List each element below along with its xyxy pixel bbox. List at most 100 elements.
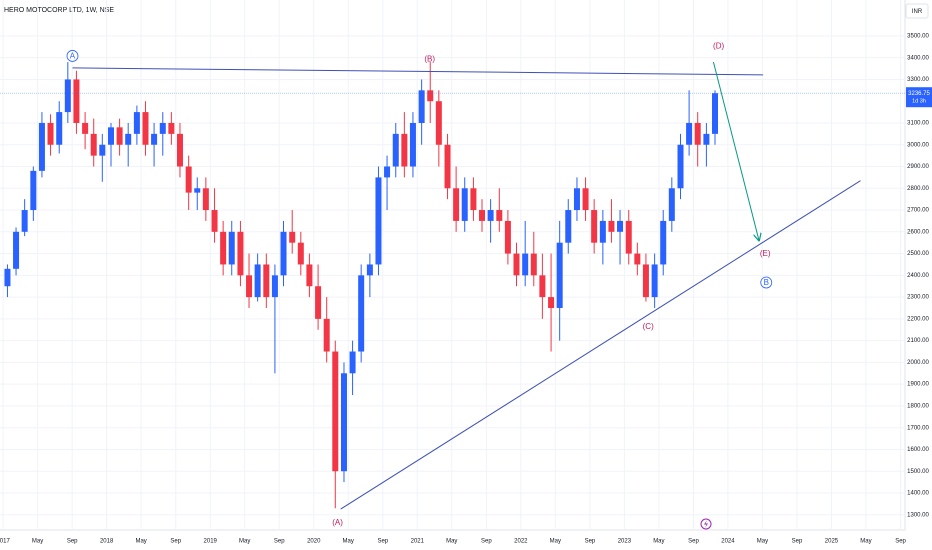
x-tick-label: 2023	[618, 539, 632, 545]
y-tick-label: 1300.00	[907, 512, 929, 518]
x-tick-label: Sep	[481, 539, 492, 545]
x-tick-label: May	[446, 539, 457, 545]
candle-body	[297, 242, 304, 265]
currency: INR	[912, 9, 923, 15]
candle-body	[470, 188, 477, 211]
x-tick-label: 2017	[0, 539, 10, 545]
candles	[4, 62, 718, 509]
candle-body	[323, 318, 330, 352]
candle-body	[289, 231, 296, 243]
candle-body	[573, 188, 580, 211]
x-tick-label: 2022	[514, 539, 528, 545]
candle-body	[211, 210, 218, 232]
candle-body	[90, 133, 97, 156]
candle-body	[358, 275, 365, 352]
candle-body	[608, 220, 615, 232]
candle-body	[513, 253, 520, 276]
y-tick-label: 1900.00	[907, 382, 929, 388]
x-tick-label: May	[343, 539, 354, 545]
candle-body	[453, 188, 460, 221]
y-tick-label: 2300.00	[907, 295, 929, 301]
candle-body	[599, 220, 606, 243]
last-price-box	[906, 87, 932, 108]
candle-body	[349, 351, 356, 374]
candle-body	[185, 166, 192, 193]
wave-label-circle	[66, 50, 79, 62]
candle-body	[539, 275, 546, 298]
candle-body	[220, 231, 227, 265]
x-tick-label: May	[135, 539, 146, 545]
candle-body	[168, 122, 175, 134]
candle-body	[133, 112, 140, 134]
candle-body	[487, 210, 494, 221]
candle-body	[108, 127, 115, 145]
candle-body	[668, 188, 675, 221]
y-tick-label: 3400.00	[907, 55, 929, 61]
wave-label: B	[764, 278, 769, 287]
candle-body	[591, 210, 598, 243]
candle-body	[625, 220, 632, 254]
candle-body	[64, 79, 71, 113]
x-tick-label: May	[653, 539, 664, 545]
candle-body	[237, 231, 244, 276]
candle-body	[703, 133, 710, 145]
wave-label: (D)	[713, 42, 724, 51]
y-tick-label: 2100.00	[907, 338, 929, 344]
y-tick-label: 1700.00	[907, 425, 929, 431]
y-tick-label: 2000.00	[907, 360, 929, 366]
chart-title: HERO MOTOCORP LTD, 1W, NSE	[4, 7, 114, 14]
event-icon[interactable]	[700, 518, 712, 530]
x-tick-label: Sep	[67, 539, 78, 545]
y-tick-label: 2800.00	[907, 186, 929, 192]
candle-body	[159, 122, 166, 134]
x-tick-label: Sep	[792, 539, 803, 545]
candle-body	[565, 210, 572, 243]
y-tick-label: 2500.00	[907, 251, 929, 257]
trendline	[340, 180, 861, 510]
candle-body	[176, 133, 183, 167]
candle-body	[444, 144, 451, 189]
candle-body	[315, 286, 322, 319]
y-tick-label: 2400.00	[907, 273, 929, 279]
candle-body	[677, 144, 684, 189]
candle-body	[384, 166, 391, 178]
candle-body	[151, 133, 158, 145]
candle-body	[125, 133, 132, 145]
x-tick-label: 2020	[307, 539, 321, 545]
y-tick-label: 3100.00	[907, 121, 929, 127]
x-tick-label: 2024	[721, 539, 735, 545]
y-tick-label: 3000.00	[907, 142, 929, 148]
x-tick-label: 2018	[100, 539, 114, 545]
candle-body	[228, 231, 235, 265]
candle-body	[634, 253, 641, 265]
candle-body	[99, 144, 106, 156]
candle-body	[254, 264, 261, 298]
candle-body	[660, 220, 667, 265]
x-tick-label: 2019	[204, 539, 218, 545]
candle-body	[116, 127, 123, 145]
candle-body	[73, 79, 80, 123]
y-tick-label: 3500.00	[907, 33, 929, 39]
candle-body	[617, 220, 624, 232]
y-tick-label: 2700.00	[907, 208, 929, 214]
currency-box[interactable]	[905, 3, 929, 19]
candle-body	[461, 188, 468, 221]
y-tick-label: 2900.00	[907, 164, 929, 170]
wave-label: (C)	[643, 322, 654, 331]
wave-label: (A)	[332, 518, 343, 527]
y-tick-label: 1400.00	[907, 491, 929, 497]
candle-body	[246, 275, 253, 298]
candle-body	[263, 264, 270, 298]
candle-body	[4, 268, 11, 287]
x-tick-label: Sep	[585, 539, 596, 545]
candle-body	[38, 122, 45, 171]
wave-label: A	[70, 52, 76, 61]
candle-body	[401, 133, 408, 167]
candle-body	[392, 133, 399, 167]
candle-body	[332, 351, 339, 472]
candle-body	[30, 170, 37, 211]
candle-body	[694, 122, 701, 145]
candle-body	[686, 122, 693, 145]
x-tick-label: May	[239, 539, 250, 545]
